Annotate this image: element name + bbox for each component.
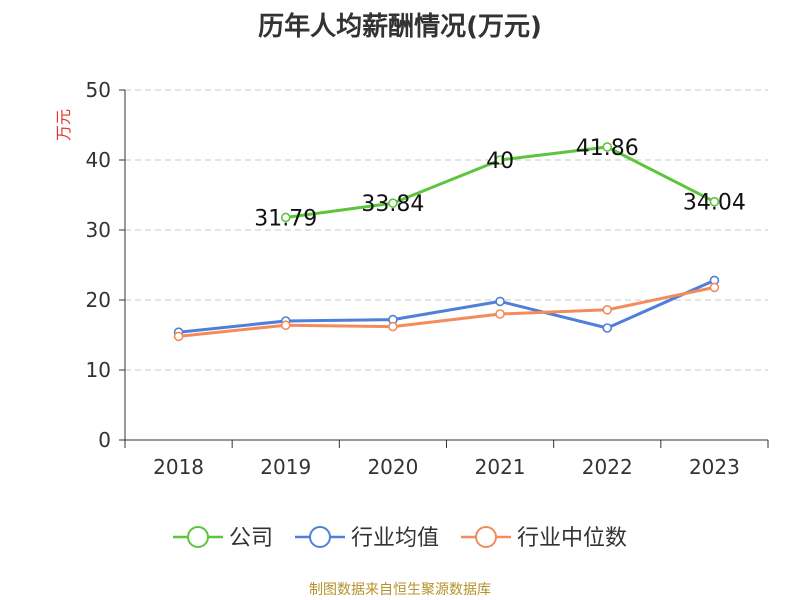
x-tick-label-2020: 2020 bbox=[367, 455, 418, 479]
series-line-1 bbox=[177, 278, 716, 334]
legend-marker-2 bbox=[475, 526, 497, 548]
legend-item-2[interactable]: 行业中位数 bbox=[461, 526, 627, 551]
series-0-point-2021 bbox=[495, 155, 505, 165]
y-tick-label-10: 10 bbox=[86, 358, 111, 382]
x-tick-label-2021: 2021 bbox=[475, 455, 526, 479]
series-2-point-2018 bbox=[173, 331, 184, 342]
legend-label-0: 公司 bbox=[229, 526, 273, 551]
series-1-point-2021 bbox=[495, 296, 505, 307]
chart-title: 历年人均薪酬情况(万元) bbox=[258, 12, 542, 42]
series-2-point-2021 bbox=[495, 309, 505, 319]
source-note: 制图数据来自恒生聚源数据库 bbox=[309, 582, 491, 598]
legend-label-1: 行业均值 bbox=[351, 526, 439, 551]
y-tick-label-40: 40 bbox=[86, 148, 111, 172]
data-label-0-2020: 33.84 bbox=[361, 192, 424, 217]
y-axis-label: 万元 bbox=[54, 109, 73, 141]
x-tick-label-2019: 2019 bbox=[260, 455, 311, 479]
y-tick-label-50: 50 bbox=[86, 78, 111, 102]
legend-item-0[interactable]: 公司 bbox=[173, 526, 273, 551]
series-0-point-2022 bbox=[602, 142, 613, 152]
legend[interactable]: 公司 行业均值 行业中位数 bbox=[173, 526, 627, 551]
y-tick-label-0: 0 bbox=[98, 428, 111, 452]
x-tick-label-2023: 2023 bbox=[689, 455, 740, 479]
legend-item-1[interactable]: 行业均值 bbox=[295, 526, 439, 551]
data-label-0-2021: 40 bbox=[486, 149, 514, 174]
series-0-point-2023 bbox=[709, 196, 720, 207]
series-2-point-2019 bbox=[280, 320, 291, 331]
x-tick-label-2018: 2018 bbox=[153, 455, 204, 479]
y-tick-label-30: 30 bbox=[86, 218, 111, 242]
series-0-point-2020 bbox=[388, 198, 398, 208]
series-1-point-2022 bbox=[602, 323, 613, 333]
x-tick-label-2022: 2022 bbox=[582, 455, 633, 479]
legend-marker-1 bbox=[309, 526, 331, 548]
axes: 0 10 20 30 40 50 2018 2019 2020 2021 2022 2023 万元 bbox=[54, 78, 769, 479]
data-label-0-2023: 34.04 bbox=[683, 191, 746, 216]
legend-label-2: 行业中位数 bbox=[517, 526, 627, 551]
series-2-point-2022 bbox=[602, 304, 613, 315]
data-label-0-2019: 31.79 bbox=[254, 206, 317, 231]
series-2-point-2023 bbox=[709, 282, 720, 293]
series-2-point-2020 bbox=[388, 321, 398, 332]
data-labels: 31.79 33.84 40 41.86 34.04 bbox=[254, 136, 746, 231]
legend-marker-0 bbox=[187, 526, 209, 548]
series-0-point-2019 bbox=[280, 212, 291, 223]
data-label-0-2022: 41.86 bbox=[576, 136, 639, 161]
series-line-2 bbox=[177, 285, 716, 338]
series-group bbox=[173, 142, 720, 342]
y-tick-label-20: 20 bbox=[86, 288, 111, 312]
